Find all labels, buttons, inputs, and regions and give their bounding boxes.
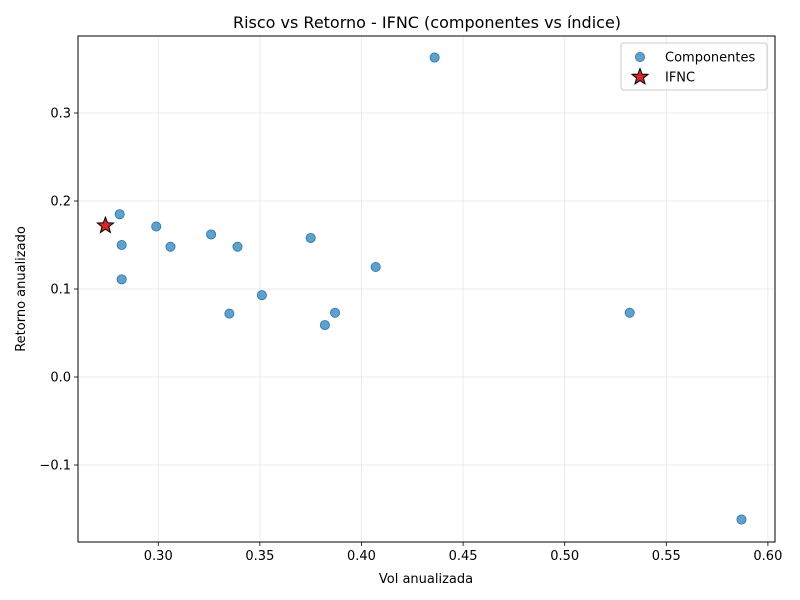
x-axis-label: Vol anualizada bbox=[379, 572, 473, 587]
component-point bbox=[206, 229, 217, 240]
legend-label: Componentes bbox=[665, 51, 755, 66]
component-point bbox=[116, 274, 127, 285]
y-axis-label: Retorno anualizado bbox=[14, 226, 29, 352]
component-point bbox=[151, 221, 162, 232]
component-point bbox=[736, 514, 747, 525]
x-axis-ticks: 0.30 0.35 0.40 0.45 0.50 0.55 0.60 bbox=[144, 542, 782, 564]
x-tick-label: 0.60 bbox=[753, 549, 782, 564]
legend: Componentes IFNC bbox=[620, 42, 768, 91]
component-point bbox=[165, 241, 176, 252]
y-tick-label: 0.1 bbox=[50, 283, 71, 298]
y-tick-label: −0.1 bbox=[39, 459, 71, 474]
component-point bbox=[624, 307, 635, 318]
x-tick-label: 0.45 bbox=[449, 549, 478, 564]
component-point bbox=[305, 232, 316, 243]
x-tick-label: 0.55 bbox=[652, 549, 681, 564]
component-point bbox=[114, 209, 125, 220]
x-tick-label: 0.50 bbox=[550, 549, 579, 564]
component-point bbox=[224, 308, 235, 319]
y-tick-label: 0.3 bbox=[50, 107, 71, 122]
y-tick-label: 0.0 bbox=[50, 371, 71, 386]
component-point bbox=[319, 320, 330, 331]
chart-title: Risco vs Retorno - IFNC (componentes vs … bbox=[233, 13, 621, 32]
grid bbox=[78, 36, 775, 542]
x-tick-label: 0.40 bbox=[347, 549, 376, 564]
x-tick-label: 0.35 bbox=[245, 549, 274, 564]
y-axis-ticks: −0.1 0.0 0.1 0.2 0.3 bbox=[39, 107, 78, 474]
component-point bbox=[330, 307, 341, 318]
legend-box bbox=[620, 42, 768, 91]
data-points bbox=[96, 52, 747, 525]
component-point bbox=[256, 290, 267, 301]
x-tick-label: 0.30 bbox=[144, 549, 173, 564]
component-point bbox=[370, 261, 381, 272]
legend-label: IFNC bbox=[665, 71, 695, 86]
legend-marker-star bbox=[630, 67, 650, 86]
ifnc-index-point bbox=[96, 215, 115, 234]
component-point bbox=[116, 239, 127, 250]
y-tick-label: 0.2 bbox=[50, 195, 71, 210]
component-point bbox=[429, 52, 440, 63]
legend-marker-circle bbox=[635, 52, 646, 63]
component-point bbox=[232, 241, 243, 252]
